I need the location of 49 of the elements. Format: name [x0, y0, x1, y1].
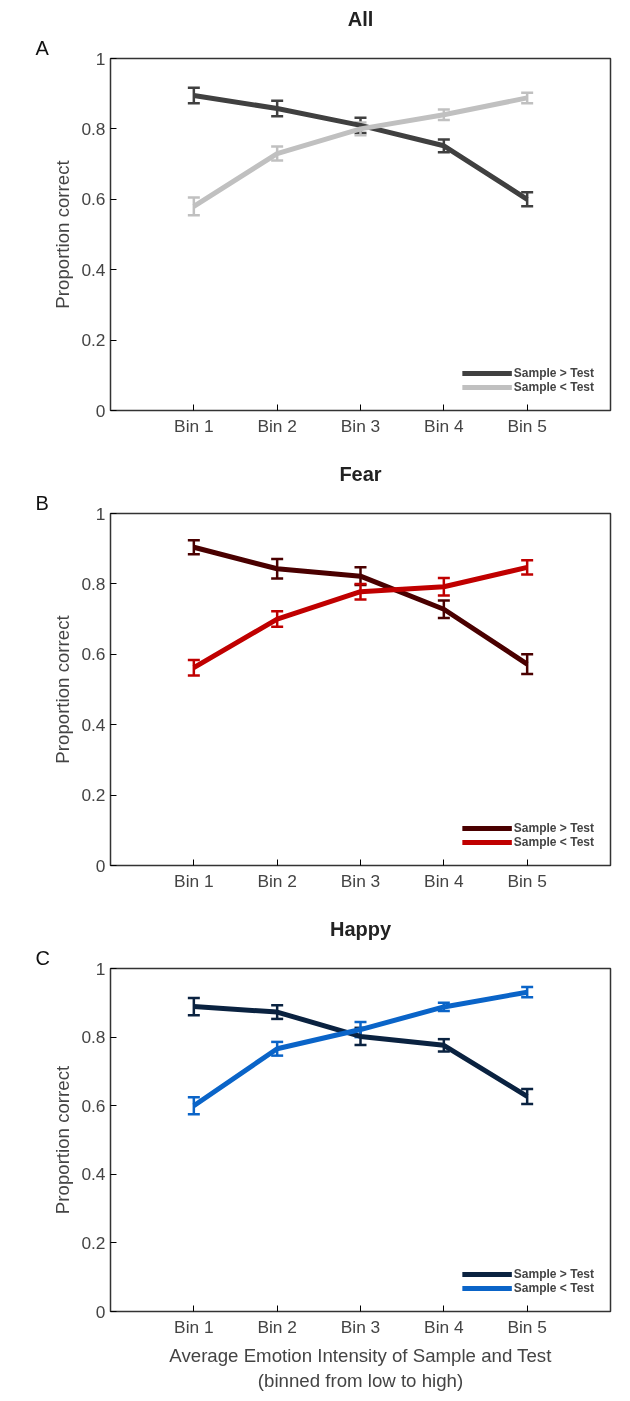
text: B [35, 491, 49, 514]
y-tick-label: 0.2 [81, 785, 106, 806]
y-axis-title: Proportion correct [52, 159, 74, 309]
legend-label: Sample < Test [513, 835, 594, 849]
x-tick-label: Bin 3 [340, 870, 381, 891]
x-tick-label: Bin 2 [257, 415, 297, 436]
x-tick-label: Bin 1 [174, 1316, 214, 1337]
x-axis-title: Average Emotion Intensity of Sample and Test (binned from low to high) [169, 1344, 553, 1391]
x-tick-label: Bin 3 [340, 1316, 381, 1337]
chart-title: Happy [329, 917, 392, 940]
y-tick-label: 0.4 [81, 714, 106, 735]
legend-label: Sample < Test [513, 380, 594, 394]
y-tick-label: 0 [95, 400, 106, 421]
chart-title: Fear [339, 462, 382, 485]
y-tick-label: 0 [95, 855, 106, 876]
x-tick-label: Bin 5 [507, 415, 547, 436]
y-tick-label: 0.8 [81, 118, 106, 139]
x-tick-label: Bin 1 [174, 870, 214, 891]
y-tick-label: 0.6 [81, 189, 106, 210]
x-tick-label: Bin 5 [507, 1316, 547, 1337]
chart-title: All [347, 7, 374, 30]
x-tick-label: Bin 3 [340, 415, 381, 436]
legend-label: Sample > Test [513, 1267, 594, 1281]
x-tick-label: Bin 5 [507, 870, 547, 891]
y-tick-label: 0.2 [81, 330, 106, 351]
y-tick-label: 0.6 [81, 644, 106, 665]
legend-label: Sample > Test [513, 821, 594, 835]
y-tick-label: 0.4 [81, 259, 106, 280]
y-tick-label: 0.4 [81, 1164, 106, 1185]
text: A [35, 36, 50, 59]
y-tick-label: 0.6 [81, 1095, 106, 1116]
y-tick-label: 1 [95, 958, 106, 979]
text: C [35, 946, 50, 969]
x-tick-label: Bin 4 [424, 1316, 464, 1337]
y-tick-label: 1 [95, 48, 106, 69]
x-tick-label: Bin 4 [424, 870, 464, 891]
legend-label: Sample > Test [513, 366, 594, 380]
legend-label: Sample < Test [513, 1281, 594, 1295]
x-tick-label: Bin 4 [424, 415, 464, 436]
y-tick-label: 0.8 [81, 573, 106, 594]
y-tick-label: 0 [95, 1301, 106, 1322]
x-tick-label: Bin 1 [174, 415, 214, 436]
y-axis-title: Proportion correct [52, 1065, 74, 1215]
y-tick-label: 0.8 [81, 1027, 106, 1048]
y-tick-label: 1 [95, 503, 106, 524]
y-axis-title: Proportion correct [52, 614, 74, 764]
x-tick-label: Bin 2 [257, 1316, 297, 1337]
y-tick-label: 0.2 [81, 1232, 106, 1253]
x-tick-label: Bin 2 [257, 870, 297, 891]
